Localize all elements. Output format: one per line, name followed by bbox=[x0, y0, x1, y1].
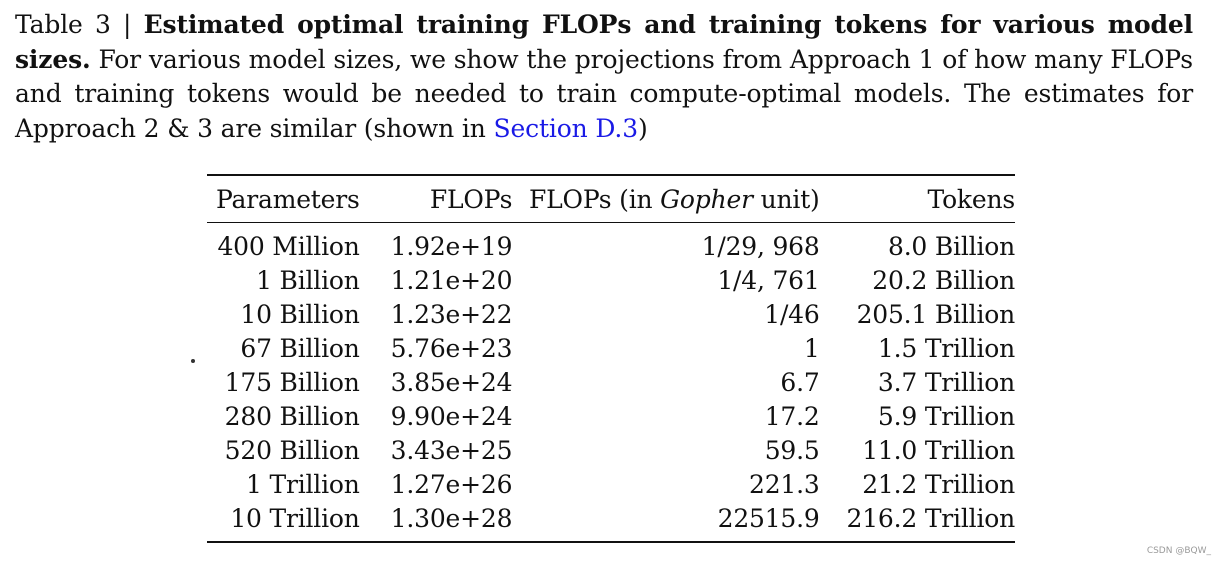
cell-tokens: 5.9 Trillion bbox=[877, 401, 1015, 431]
table-row: 10 Trillion 1.30e+28 22515.9 216.2 Trillion bbox=[207, 501, 1015, 542]
cell-gopher: 1/4, 761 bbox=[717, 265, 820, 295]
caption-label: Table 3 | bbox=[15, 10, 144, 39]
table-row: 520 Billion 3.43e+25 59.5 11.0 Trillion bbox=[207, 433, 1016, 467]
cell-gopher: 6.7 bbox=[780, 367, 820, 397]
caption-title: Estimated optimal training FLOPs and tra… bbox=[15, 10, 1193, 74]
cell-tokens: 1.5 Trillion bbox=[877, 333, 1015, 363]
header-row: Parameters FLOPs FLOPs (in Gopher unit) … bbox=[207, 175, 1015, 223]
cell-flops: 1.92e+19 bbox=[390, 231, 513, 261]
cell-gopher: 1/46 bbox=[764, 299, 820, 329]
cell-gopher: 1/29, 968 bbox=[701, 231, 820, 261]
cell-gopher: 22515.9 bbox=[717, 503, 820, 533]
header-flops-gopher-prefix: FLOPs (in bbox=[528, 184, 661, 214]
cell-gopher: 1 bbox=[803, 333, 820, 363]
cell-flops: 1.23e+22 bbox=[390, 299, 513, 329]
watermark: CSDN @BQW_ bbox=[1146, 546, 1211, 556]
table-row: 10 Billion 1.23e+22 1/46 205.1 Billion bbox=[207, 297, 1015, 331]
cell-flops: 3.85e+24 bbox=[390, 367, 513, 397]
cell-tokens: 3.7 Trillion bbox=[877, 367, 1015, 397]
section-link[interactable]: Section D.3 bbox=[493, 113, 639, 143]
cell-tokens: 216.2 Trillion bbox=[846, 503, 1016, 533]
header-parameters: Parameters bbox=[216, 184, 360, 214]
cell-tokens: 20.2 Billion bbox=[872, 265, 1015, 295]
header-flops: FLOPs bbox=[429, 184, 513, 214]
cell-parameters: 520 Billion bbox=[224, 435, 360, 465]
table-body: 400 Million 1.92e+19 1/29, 968 8.0 Billion 1… bbox=[207, 223, 1016, 542]
results-table: Parameters FLOPs FLOPs (in Gopher unit) … bbox=[207, 174, 1015, 543]
cell-parameters: 10 Trillion bbox=[230, 503, 360, 533]
table-row: 175 Billion 3.85e+24 6.7 3.7 Trillion bbox=[207, 365, 1016, 399]
cell-parameters: 67 Billion bbox=[240, 333, 360, 363]
table-row: 280 Billion 9.90e+24 17.2 5.9 Trillion bbox=[207, 399, 1016, 433]
table-row: 400 Million 1.92e+19 1/29, 968 8.0 Billion bbox=[207, 223, 1015, 264]
cell-parameters: 280 Billion bbox=[224, 401, 360, 431]
cell-gopher: 59.5 bbox=[764, 435, 820, 465]
table-row: 1 Billion 1.21e+20 1/4, 761 20.2 Billion bbox=[207, 263, 1015, 297]
cell-parameters: 400 Million bbox=[217, 231, 360, 261]
caption-body: For various model sizes, we show the pro… bbox=[15, 44, 1193, 143]
header-flops-gopher: FLOPs (in Gopher unit) bbox=[512, 175, 820, 223]
cell-flops: 3.43e+25 bbox=[390, 435, 513, 465]
cell-parameters: 175 Billion bbox=[224, 367, 360, 397]
table-row: 67 Billion 5.76e+23 1 1.5 Trillion bbox=[207, 331, 1015, 365]
cell-flops: 1.27e+26 bbox=[390, 469, 513, 499]
cell-gopher: 221.3 bbox=[749, 469, 820, 499]
caption-close: ) bbox=[637, 113, 648, 143]
cell-parameters: 1 Billion bbox=[256, 265, 360, 295]
flops-table: Parameters FLOPs FLOPs (in Gopher unit) … bbox=[207, 174, 1015, 543]
cell-flops: 1.30e+28 bbox=[390, 503, 513, 533]
cell-tokens: 8.0 Billion bbox=[887, 231, 1015, 261]
header-tokens: Tokens bbox=[927, 184, 1016, 214]
header-flops-gopher-suffix: unit) bbox=[752, 184, 820, 214]
cell-tokens: 21.2 Trillion bbox=[862, 469, 1015, 499]
cell-gopher: 17.2 bbox=[764, 401, 820, 431]
cell-parameters: 10 Billion bbox=[240, 299, 360, 329]
stray-dot bbox=[191, 359, 195, 363]
cell-flops: 1.21e+20 bbox=[390, 265, 513, 295]
cell-parameters: 1 Trillion bbox=[246, 469, 360, 499]
table-caption: Table 3 | Estimated optimal training FLO… bbox=[15, 8, 1193, 146]
header-gopher-italic: Gopher bbox=[660, 184, 753, 214]
cell-tokens: 205.1 Billion bbox=[856, 299, 1016, 329]
cell-flops: 5.76e+23 bbox=[390, 333, 513, 363]
cell-flops: 9.90e+24 bbox=[390, 401, 513, 431]
cell-tokens: 11.0 Trillion bbox=[862, 435, 1015, 465]
table-row: 1 Trillion 1.27e+26 221.3 21.2 Trillion bbox=[207, 467, 1015, 501]
